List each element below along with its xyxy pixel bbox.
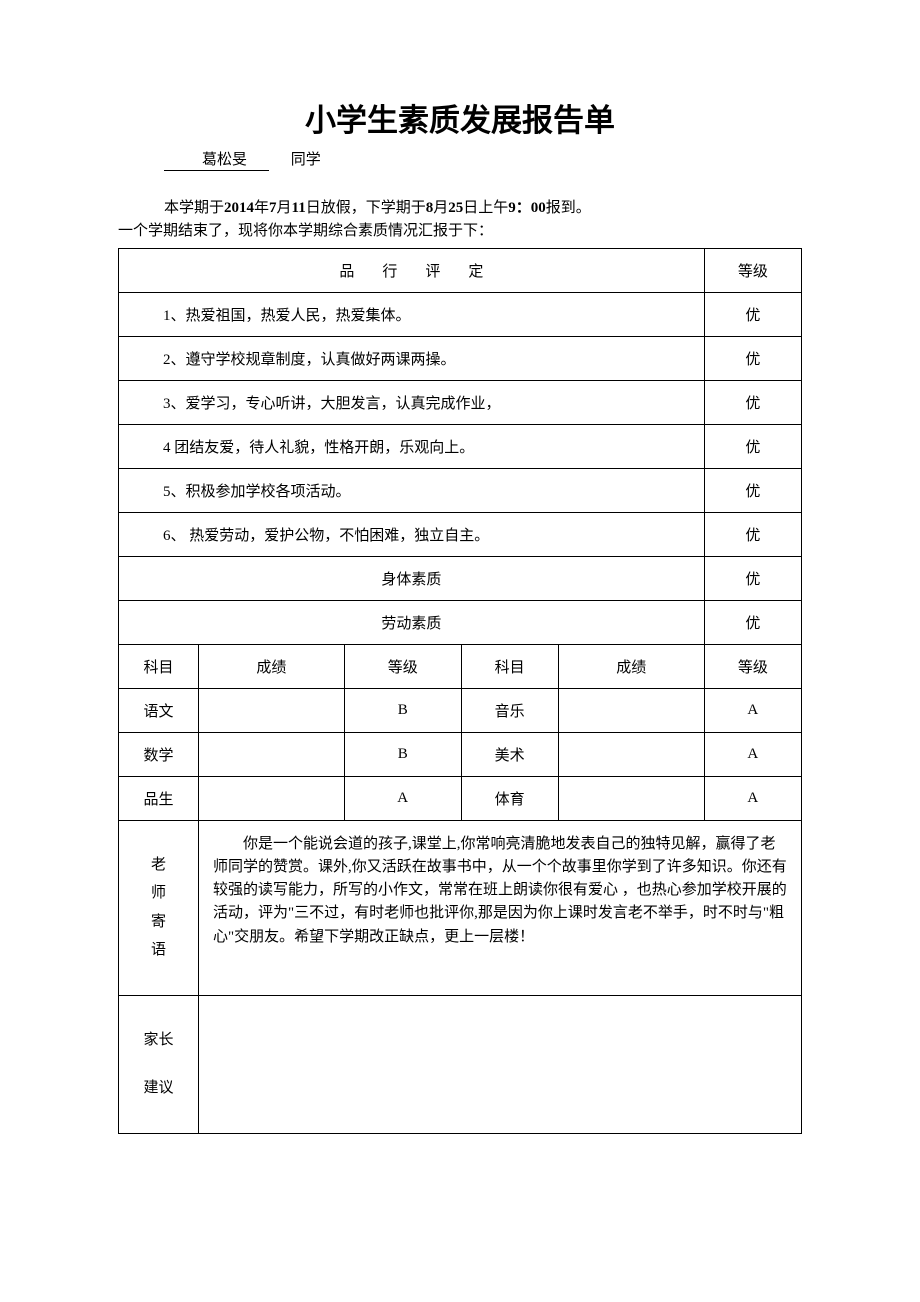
conduct-item-6: 6、 热爱劳动，爱护公物，不怕困难，独立自主。 <box>119 512 705 556</box>
parent-label: 家长建议 <box>119 995 199 1133</box>
intro-day2: 25 <box>448 200 463 216</box>
conduct-item-4: 4 团结友爱，待人礼貌，性格开朗，乐观向上。 <box>119 424 705 468</box>
subj-r3-grade2: A <box>704 776 801 820</box>
subj-r1-score2 <box>558 688 704 732</box>
parent-label-1: 家长 <box>143 1032 173 1048</box>
quality-body-label: 身体素质 <box>119 556 705 600</box>
intro-1i: 月 <box>433 200 448 216</box>
conduct-grade-1: 优 <box>704 292 801 336</box>
score-header-1: 成绩 <box>198 644 344 688</box>
quality-body-grade: 优 <box>704 556 801 600</box>
subj-header-1: 科目 <box>119 644 199 688</box>
subj-r3-name1: 品生 <box>119 776 199 820</box>
intro-month: 7 <box>269 200 277 216</box>
subj-r3-score2 <box>558 776 704 820</box>
conduct-item-1: 1、热爱祖国，热爱人民，热爱集体。 <box>119 292 705 336</box>
conduct-grade-5: 优 <box>704 468 801 512</box>
subj-header-2: 科目 <box>461 644 558 688</box>
parent-label-2: 建议 <box>143 1080 173 1096</box>
teacher-label: 老师寄语 <box>119 820 199 995</box>
intro-time: 9：00 <box>508 200 546 216</box>
parent-text <box>198 995 801 1133</box>
grade-header-2: 等级 <box>704 644 801 688</box>
subj-r1-score1 <box>198 688 344 732</box>
conduct-grade-3: 优 <box>704 380 801 424</box>
student-suffix: 同学 <box>291 152 321 168</box>
subj-r1-grade2: A <box>704 688 801 732</box>
page-title: 小学生素质发展报告单 <box>118 95 802 140</box>
intro-1g: 日放假，下学期于 <box>306 200 426 216</box>
grade-header-1: 等级 <box>344 644 461 688</box>
subj-r2-name2: 美术 <box>461 732 558 776</box>
intro-1k: 日上午 <box>463 200 508 216</box>
quality-labor-grade: 优 <box>704 600 801 644</box>
subj-r3-name2: 体育 <box>461 776 558 820</box>
conduct-item-5: 5、积极参加学校各项活动。 <box>119 468 705 512</box>
subj-r1-name2: 音乐 <box>461 688 558 732</box>
student-line: 葛松旻 同学 <box>118 148 802 171</box>
subj-r3-score1 <box>198 776 344 820</box>
subj-r2-score2 <box>558 732 704 776</box>
conduct-item-2: 2、遵守学校规章制度，认真做好两课两操。 <box>119 336 705 380</box>
quality-labor-label: 劳动素质 <box>119 600 705 644</box>
conduct-grade-6: 优 <box>704 512 801 556</box>
intro-day: 11 <box>292 200 306 216</box>
score-header-2: 成绩 <box>558 644 704 688</box>
student-name: 葛松旻 <box>202 152 247 168</box>
intro-1a: 本学期于 <box>164 200 224 216</box>
grade-header: 等级 <box>704 248 801 292</box>
conduct-header-text: 品行评定 <box>311 264 511 280</box>
intro-1m: 报到。 <box>546 200 591 216</box>
conduct-grade-2: 优 <box>704 336 801 380</box>
teacher-text: 你是一个能说会道的孩子,课堂上,你常响亮清脆地发表自己的独特见解，赢得了老师同学… <box>213 836 787 945</box>
student-name-underline: 葛松旻 <box>164 148 269 171</box>
intro-year: 2014 <box>224 200 254 216</box>
subj-r3-grade1: A <box>344 776 461 820</box>
conduct-item-3: 3、爱学习，专心听讲，大胆发言，认真完成作业， <box>119 380 705 424</box>
intro-1e: 月 <box>277 200 292 216</box>
teacher-text-cell: 你是一个能说会道的孩子,课堂上,你常响亮清脆地发表自己的独特见解，赢得了老师同学… <box>198 820 801 995</box>
subj-r2-grade2: A <box>704 732 801 776</box>
conduct-grade-4: 优 <box>704 424 801 468</box>
subj-r1-name1: 语文 <box>119 688 199 732</box>
subj-r2-score1 <box>198 732 344 776</box>
intro-text: 本学期于2014年7月11日放假，下学期于8月25日上午9：00报到。 一个学期… <box>118 197 802 244</box>
subj-r1-grade1: B <box>344 688 461 732</box>
subj-r2-name1: 数学 <box>119 732 199 776</box>
intro-p2: 一个学期结束了，现将你本学期综合素质情况汇报于下： <box>118 223 493 239</box>
intro-1c: 年 <box>254 200 269 216</box>
report-table: 品行评定 等级 1、热爱祖国，热爱人民，热爱集体。 优 2、遵守学校规章制度，认… <box>118 248 802 1134</box>
conduct-header-cell: 品行评定 <box>119 248 705 292</box>
subj-r2-grade1: B <box>344 732 461 776</box>
